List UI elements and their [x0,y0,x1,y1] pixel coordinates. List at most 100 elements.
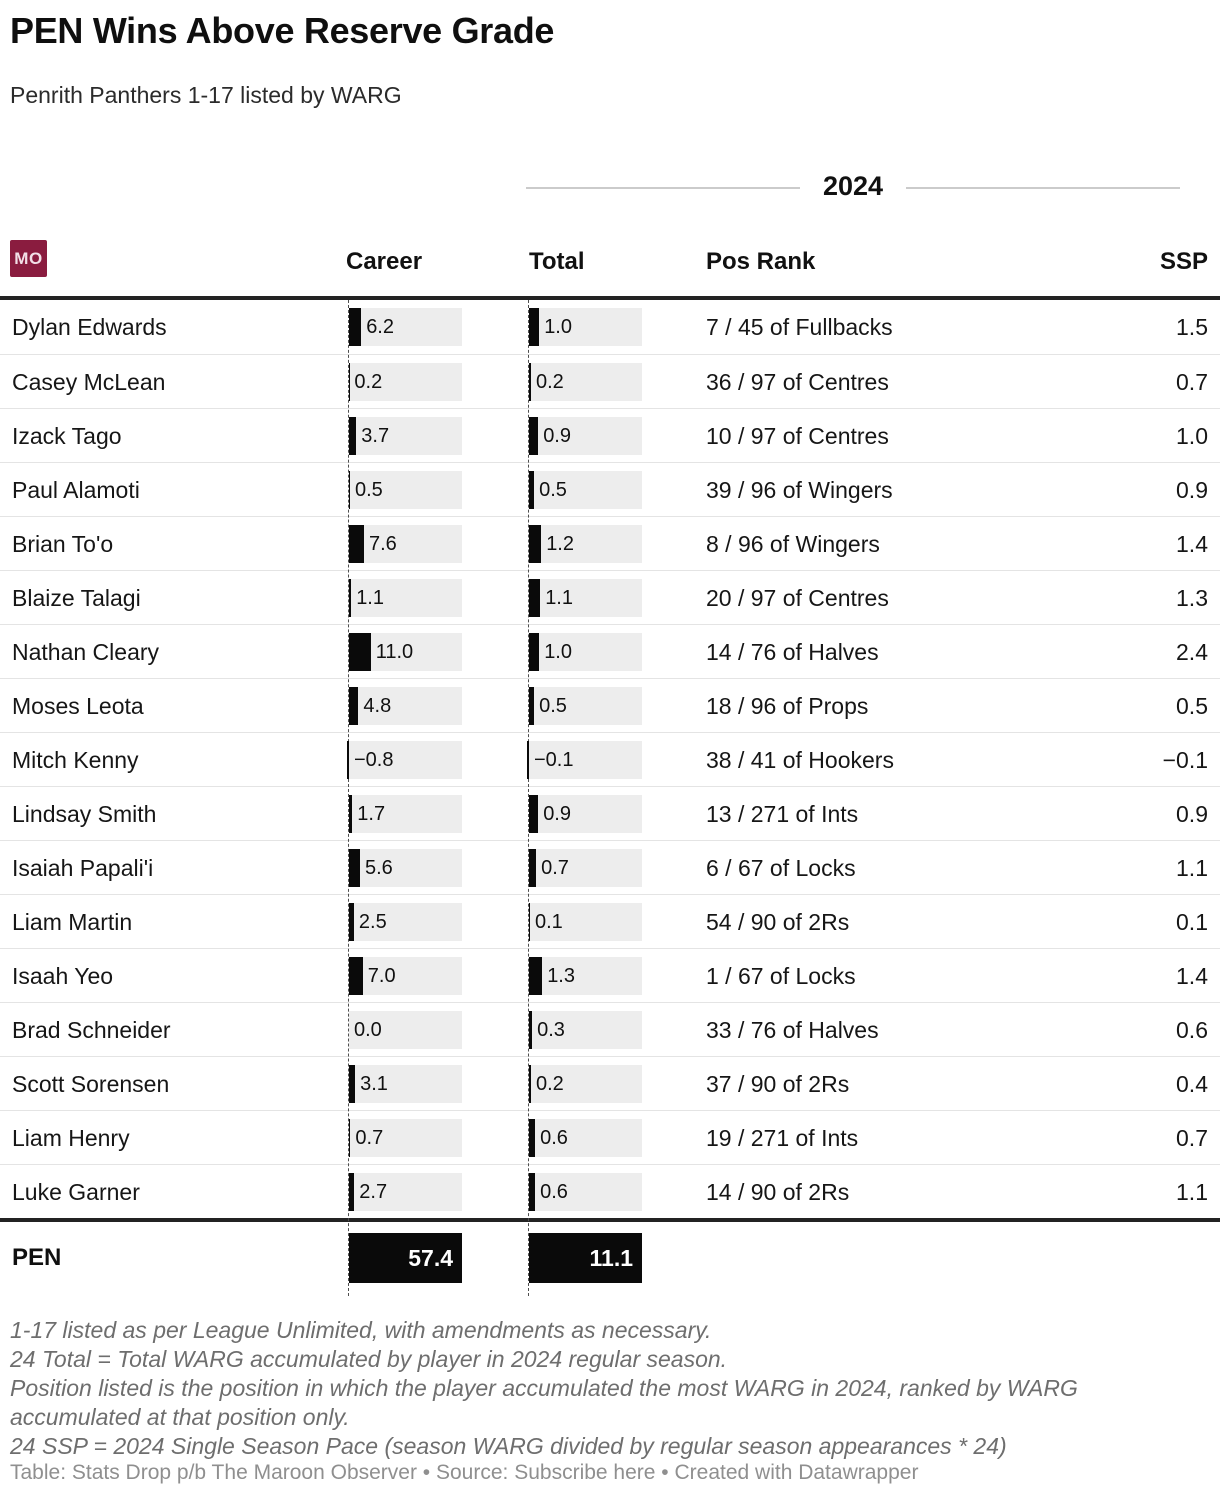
table-row: Scott Sorensen 3.1 0.2 37 / 90 of 2Rs 0.… [0,1056,1220,1110]
ssp-value: 1.3 [1176,585,1208,611]
career-bar-label: 3.1 [360,1073,388,1095]
ssp-value: 0.5 [1176,693,1208,719]
career-bar-label: 0.5 [355,479,383,501]
ssp-value: −0.1 [1162,747,1208,773]
total-bar-cell: 1.0 [529,308,642,346]
career-bar-label: 1.1 [356,587,384,609]
total-bar-cell: 0.6 [529,1173,642,1211]
career-bar-cell: 0.2 [349,363,462,401]
career-bar-label: 1.7 [357,803,386,825]
total-bar-fill [529,417,539,455]
career-bar-cell: 0.5 [349,471,462,509]
source-link[interactable]: Subscribe here [514,1461,656,1484]
career-bar-label: 6.2 [366,316,394,338]
total-bar-label: 0.5 [539,479,567,501]
player-name: Scott Sorensen [12,1071,170,1097]
career-bar-label: 2.7 [359,1181,388,1203]
total-bar-label: 0.9 [543,803,571,825]
player-name: Nathan Cleary [12,639,160,665]
player-name: Mitch Kenny [12,747,139,773]
career-bar-label: 0.2 [354,371,383,393]
pos-rank: 36 / 97 of Centres [706,369,889,395]
career-bar-cell: 4.8 [349,687,462,725]
total-total-bar: 11.1 [529,1233,642,1283]
total-bar-label: −0.1 [534,749,574,771]
career-bar-cell: 3.7 [349,417,462,455]
player-name: Casey McLean [12,369,166,395]
total-bar-fill [529,957,543,995]
career-bar-cell: 2.5 [349,903,462,941]
career-bar-cell: 1.1 [349,579,462,617]
career-bar-label: 7.6 [369,533,397,555]
table-row: Blaize Talagi 1.1 1.1 20 / 97 of Centres… [0,570,1220,624]
pos-rank: 13 / 271 of Ints [706,801,859,827]
ssp-value: 0.7 [1176,369,1208,395]
total-bar-fill [529,1011,533,1049]
footnote-line: Position listed is the position in which… [10,1375,1078,1430]
player-name: Liam Henry [12,1125,130,1151]
pos-rank: 33 / 76 of Halves [706,1017,879,1043]
player-name: Isaiah Papali'i [12,855,154,881]
total-bar-fill [529,903,530,941]
pos-rank: 20 / 97 of Centres [706,585,889,611]
total-bar-cell: 0.5 [529,471,642,509]
total-career-bar: 57.4 [349,1233,462,1283]
total-bar-label: 0.7 [541,857,569,879]
ssp-value: 0.1 [1176,909,1208,935]
table-row: Luke Garner 2.7 0.6 14 / 90 of 2Rs 1.1 [0,1164,1220,1218]
total-bar-label: 1.0 [544,316,572,338]
total-bar-fill [529,1173,536,1211]
career-bar-label: 11.0 [375,641,414,663]
table-row: Brian To'o 7.6 1.2 8 / 96 of Wingers 1.4 [0,516,1220,570]
total-bar-fill [529,525,542,563]
total-bar-cell: 1.2 [529,525,642,563]
footnotes: 1-17 listed as per League Unlimited, wit… [10,1316,1130,1461]
table-row: Liam Henry 0.7 0.6 19 / 271 of Ints 0.7 [0,1110,1220,1164]
total-bar-label: 1.1 [545,587,573,609]
table-row: Izack Tago 3.7 0.9 10 / 97 of Centres 1.… [0,408,1220,462]
ssp-value: 1.0 [1176,423,1208,449]
career-bar-fill [349,795,353,833]
warg-table: Dylan Edwards 6.2 1.0 7 / 45 of Fullback… [0,300,1220,1296]
table-row: Paul Alamoti 0.5 0.5 39 / 96 of Wingers … [0,462,1220,516]
maroon-observer-logo: MO [10,240,47,277]
pos-rank: 8 / 96 of Wingers [706,531,880,557]
ssp-value: 1.4 [1176,531,1208,557]
total-bar-fill [529,687,535,725]
player-name: Paul Alamoti [12,477,140,503]
career-bar-label: 2.5 [358,911,387,933]
career-bar-cell: 2.7 [349,1173,462,1211]
player-name: Blaize Talagi [12,585,141,611]
ssp-value: 1.1 [1176,1179,1208,1205]
table-row: Nathan Cleary 11.0 1.0 14 / 76 of Halves… [0,624,1220,678]
total-bar-label: 1.3 [547,965,575,987]
header-rule [0,296,1220,300]
career-bar-cell: 6.2 [349,308,462,346]
pos-rank: 38 / 41 of Hookers [706,747,894,773]
total-bar-fill [527,741,529,779]
career-bar-fill [349,903,354,941]
career-bar-fill [349,957,363,995]
career-bar-fill [349,1173,355,1211]
ssp-value: 0.4 [1176,1071,1208,1097]
ssp-value: 0.9 [1176,477,1208,503]
total-bar-label: 0.2 [536,371,564,393]
total-bar-label: 0.9 [543,425,571,447]
career-bar-cell: 3.1 [349,1065,462,1103]
total-row-label: PEN [12,1244,62,1271]
total-bar-label: 0.6 [540,1127,568,1149]
pos-rank: 7 / 45 of Fullbacks [706,314,893,340]
career-bar-fill [349,308,362,346]
total-bar-label: 1.2 [546,533,574,555]
group-line-left [526,187,800,189]
group-label: 2024 [822,171,884,201]
ssp-value: 0.6 [1176,1017,1208,1043]
total-bar-fill [529,1119,536,1157]
total-bar-cell: 0.2 [529,1065,642,1103]
career-bar-cell: 7.0 [349,957,462,995]
player-name: Moses Leota [12,693,144,719]
total-bar-cell: 0.6 [529,1119,642,1157]
career-bar-label: 4.8 [363,695,392,717]
player-name: Dylan Edwards [12,314,167,340]
